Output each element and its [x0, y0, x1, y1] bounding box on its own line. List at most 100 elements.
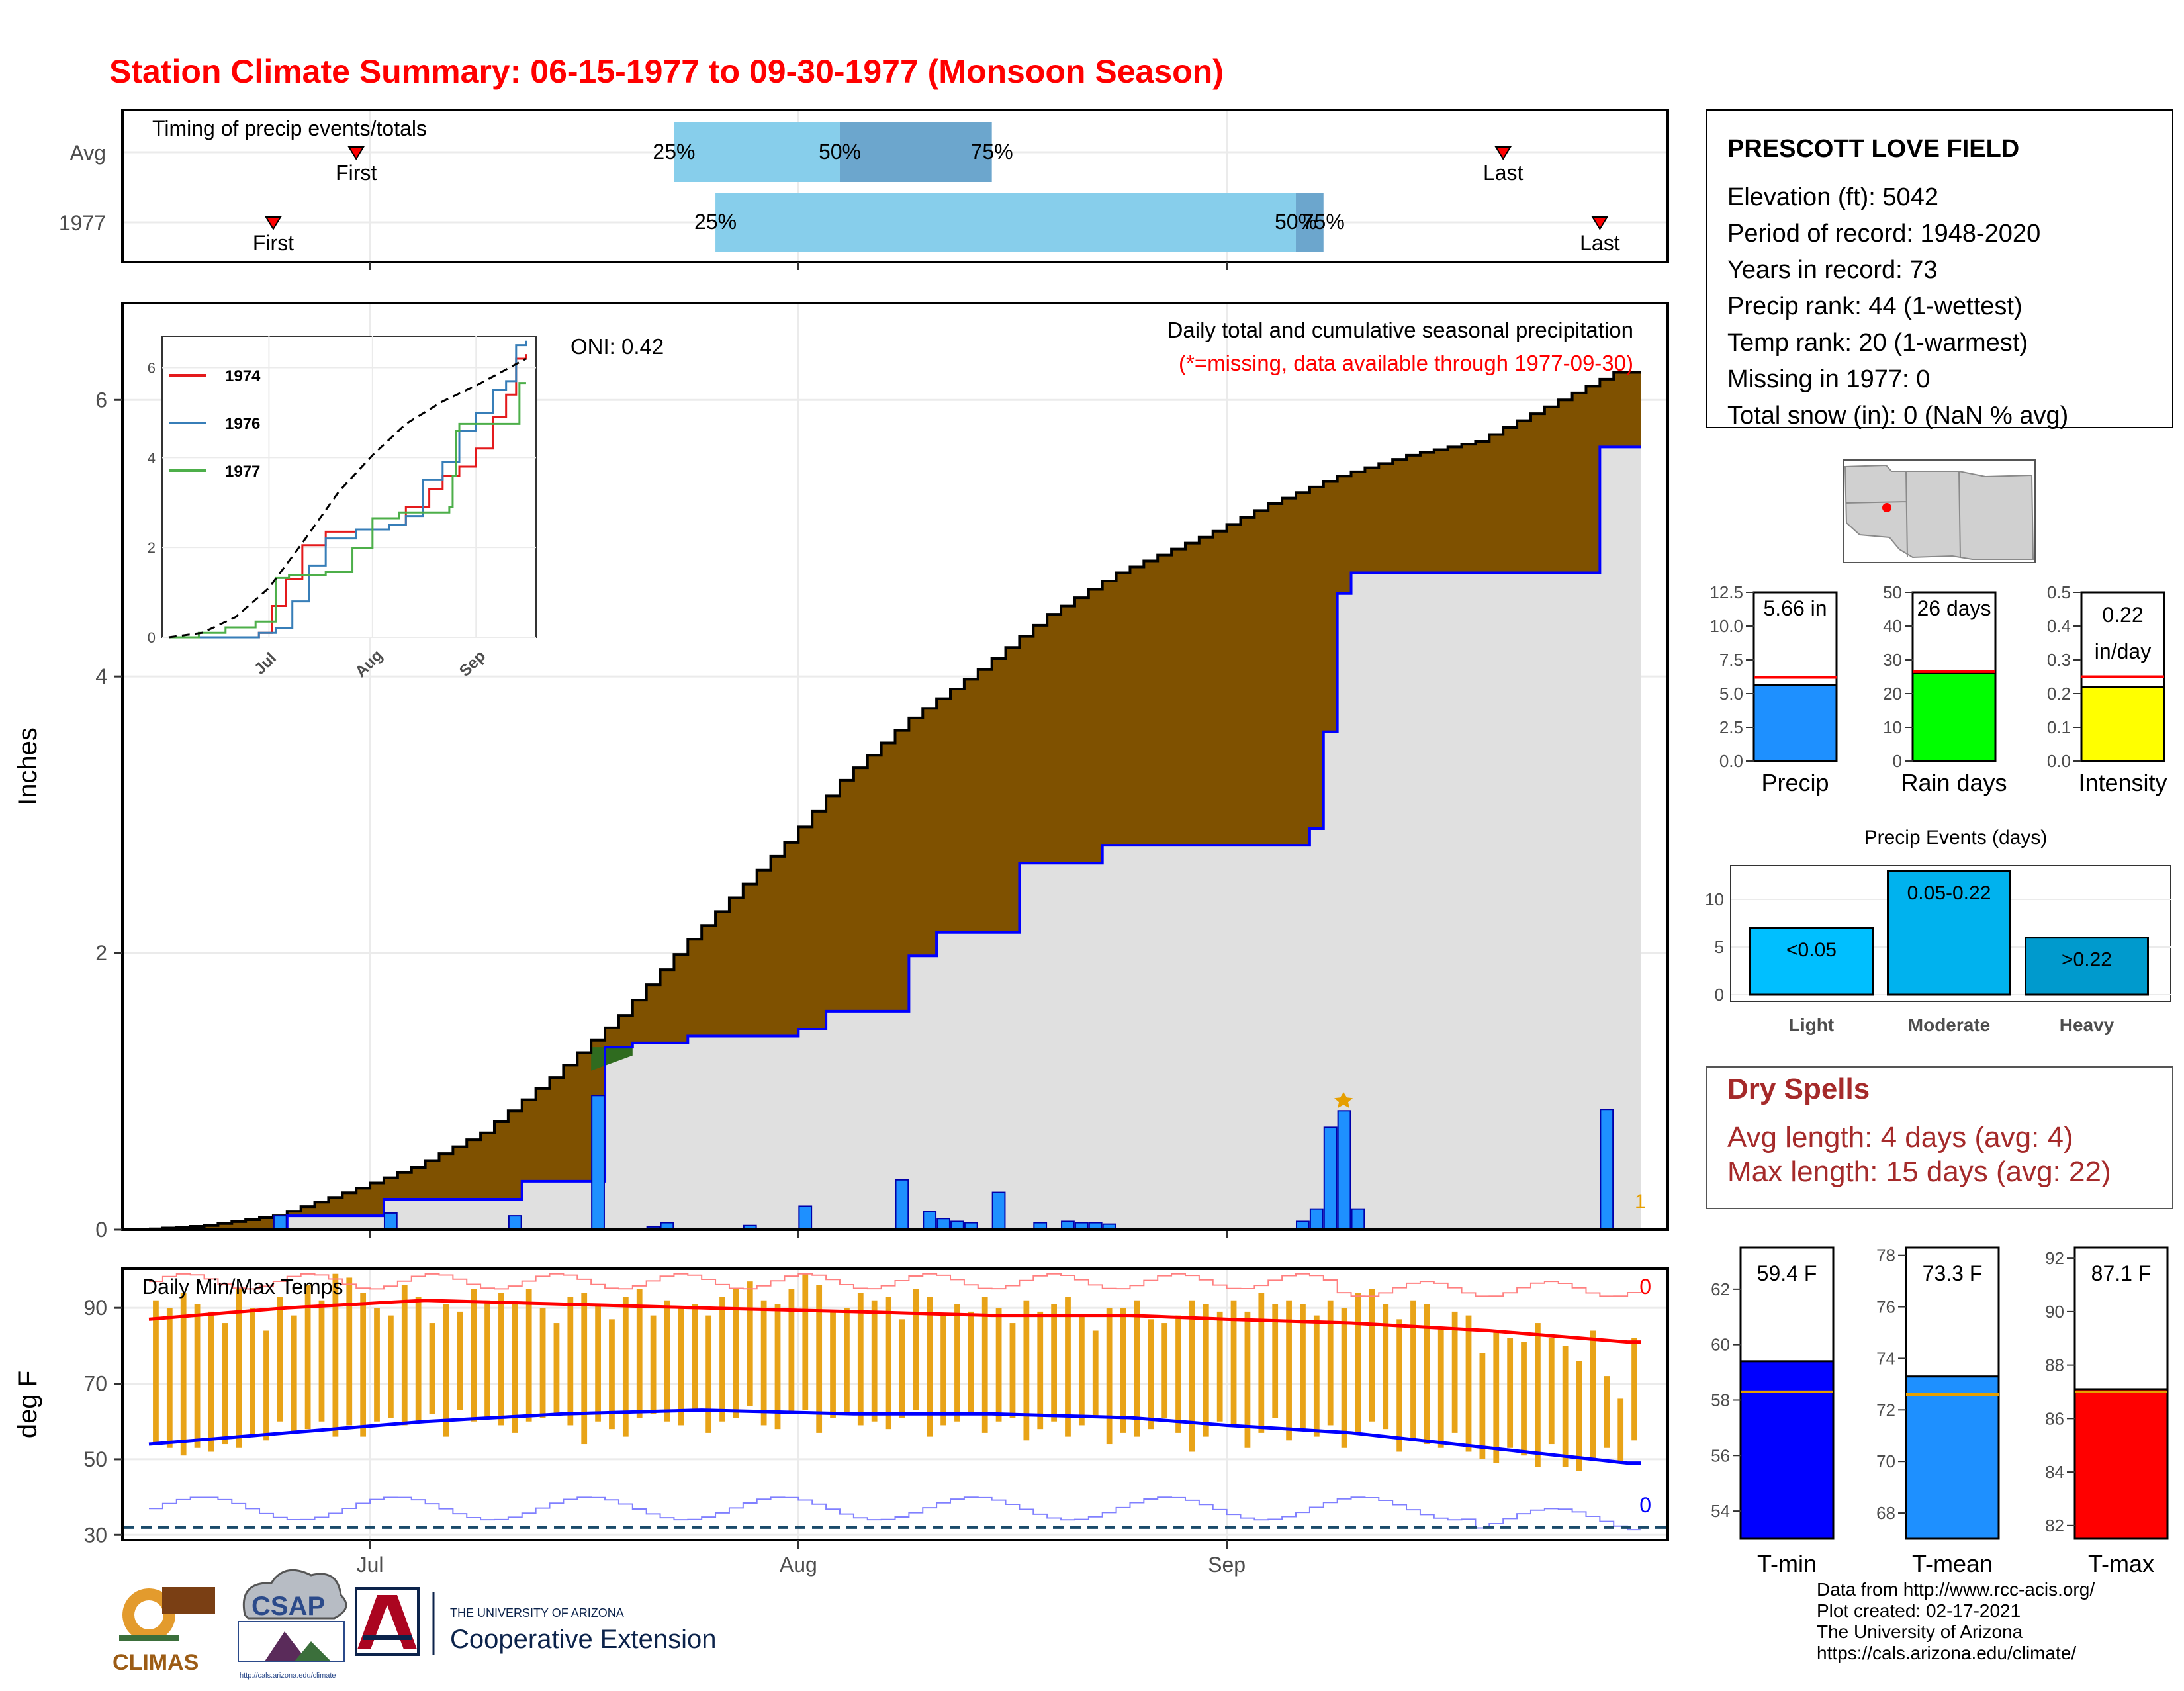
daily-temp-bar	[1604, 1376, 1610, 1448]
temp-y-tick: 58	[1711, 1390, 1730, 1410]
daily-temp-bar	[1009, 1323, 1016, 1418]
daily-temp-bar	[609, 1319, 615, 1430]
temp-y-tick: 74	[1876, 1348, 1895, 1368]
daily-temp-bar	[1493, 1330, 1500, 1463]
quartile-bar-upper	[839, 122, 992, 182]
daily-temp-bar	[857, 1293, 864, 1426]
summary-y-tick: 5.0	[1719, 684, 1743, 704]
record-max-line	[149, 1273, 1641, 1297]
daily-temp-bar	[1065, 1297, 1071, 1437]
daily-temp-bar	[1175, 1315, 1181, 1433]
summary-y-tick: 0.0	[1719, 751, 1743, 771]
daily-temp-bar	[760, 1300, 767, 1426]
event-category: Moderate	[1908, 1015, 1990, 1035]
quartile-label: 50%	[1275, 210, 1317, 234]
daily-temp-bar	[1037, 1311, 1044, 1430]
daily-temp-bar	[539, 1308, 546, 1418]
daily-temp-bar	[1078, 1315, 1085, 1426]
station-location-marker	[1882, 503, 1891, 512]
daily-temp-bar	[291, 1315, 297, 1433]
ua-name: THE UNIVERSITY OF ARIZONA	[450, 1606, 624, 1620]
last-marker	[1494, 146, 1512, 160]
daily-temp-bar	[194, 1304, 201, 1448]
daily-temp-bar	[1313, 1315, 1320, 1437]
daily-temp-bar	[581, 1293, 588, 1445]
timing-title: Timing of precip events/totals	[152, 116, 427, 140]
summary-y-tick: 0.3	[2047, 650, 2071, 670]
daily-precip-bar	[1337, 1110, 1351, 1230]
page-title: Station Climate Summary: 06-15-1977 to 0…	[109, 53, 1224, 90]
footer-line: Plot created: 02-17-2021	[1817, 1600, 2021, 1621]
event-category: Heavy	[2060, 1015, 2115, 1035]
summary-value: 0.22	[2102, 603, 2143, 627]
daily-temp-bar	[374, 1308, 380, 1422]
daily-temp-bar	[1106, 1308, 1113, 1445]
daily-temp-bar	[236, 1289, 242, 1448]
first-marker-label: First	[336, 161, 377, 185]
temp-bar-t-min	[1739, 1360, 1835, 1540]
daily-temp-bar	[457, 1311, 463, 1410]
summary-bar-intensity	[2080, 686, 2165, 762]
daily-temp-bar	[553, 1323, 560, 1414]
daily-temp-bar	[1479, 1353, 1486, 1459]
timing-row-avg: Avg	[69, 141, 106, 165]
daily-temp-bar	[1327, 1300, 1334, 1426]
y-tick-label: 90	[83, 1296, 107, 1320]
events-y-tick: 5	[1715, 937, 1724, 957]
daily-precip-bar	[1309, 1208, 1324, 1231]
daily-temp-bar	[1562, 1346, 1569, 1467]
summary-label: Precip	[1761, 769, 1829, 796]
summary-y-tick: 10	[1883, 717, 1902, 737]
quartile-bar-lower	[715, 193, 1297, 252]
daily-temp-bar	[401, 1285, 408, 1426]
daily-temp-bar	[277, 1297, 283, 1422]
footer-line: Data from http://www.rcc-acis.org/	[1817, 1579, 2095, 1600]
precip-panel: 0 2 4 6 Inches Daily total and cumulative s…	[13, 302, 1669, 1242]
quartile-label: 75%	[1302, 210, 1345, 234]
csap-logo: CSAP http://cals.arizona.edu/climate	[238, 1569, 347, 1680]
daily-temp-bar	[498, 1293, 504, 1426]
daily-temp-bar	[1286, 1300, 1292, 1441]
daily-temp-bar	[429, 1323, 435, 1414]
summary-y-tick: 20	[1883, 684, 1902, 704]
daily-temp-bar	[471, 1289, 477, 1422]
daily-temp-bar	[1617, 1398, 1624, 1463]
daily-temp-bar	[788, 1289, 795, 1414]
temp-y-tick: 82	[2045, 1516, 2064, 1535]
y-tick-label: 30	[83, 1523, 107, 1547]
temp-bar-label: T-min	[1757, 1550, 1817, 1577]
temp-bar-t-max	[2073, 1388, 2169, 1540]
daily-temp-bar	[1148, 1319, 1154, 1430]
daily-temp-bar	[318, 1300, 325, 1422]
daily-temp-bar	[636, 1289, 643, 1418]
first-marker	[265, 216, 282, 230]
footer-line: https://cals.arizona.edu/climate/	[1817, 1643, 2077, 1663]
summary-y-tick: 12.5	[1709, 582, 1743, 602]
daily-precip-bar	[508, 1215, 522, 1231]
daily-temp-bar	[1161, 1323, 1168, 1418]
station-info-line: Temp rank: 20 (1-warmest)	[1727, 329, 2028, 357]
last-marker	[1591, 216, 1609, 230]
daily-temp-bar	[304, 1285, 311, 1430]
daily-temp-bar	[1507, 1338, 1514, 1448]
inset-legend-label: 1977	[225, 463, 260, 480]
temp-y-tick: 54	[1711, 1501, 1730, 1521]
daily-temp-bar	[1244, 1311, 1251, 1448]
daily-temp-bar	[1631, 1338, 1637, 1441]
daily-temp-bar	[443, 1304, 449, 1437]
temp-bar-label: T-mean	[1912, 1550, 1993, 1577]
daily-temp-bar	[692, 1304, 698, 1410]
inset-legend-label: 1974	[225, 367, 261, 385]
daily-temp-bar	[1369, 1289, 1375, 1422]
daily-temp-bar	[388, 1315, 394, 1418]
daily-temp-bar	[899, 1319, 905, 1418]
daily-temp-bar	[512, 1304, 518, 1433]
daily-precip-bar	[936, 1218, 950, 1230]
daily-temp-bar	[1203, 1304, 1209, 1437]
station-info-line: Period of record: 1948-2020	[1727, 220, 2040, 248]
temp-ylabel: deg F	[13, 1371, 42, 1438]
daily-temp-bar	[1092, 1330, 1099, 1418]
